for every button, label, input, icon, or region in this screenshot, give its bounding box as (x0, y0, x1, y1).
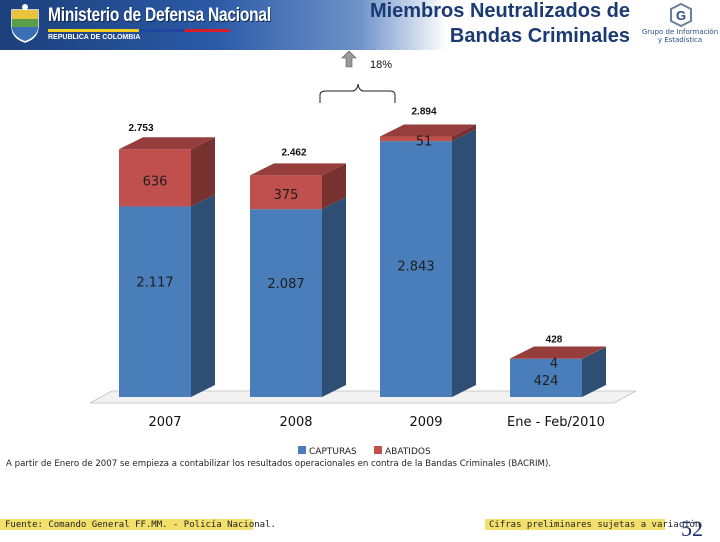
growth-percent-label: 18% (370, 59, 392, 71)
capturas-value-label: 424 (534, 374, 559, 389)
bar-capturas-side (191, 194, 215, 397)
methodology-note: A partir de Enero de 2007 se empieza a c… (6, 459, 551, 469)
capturas-value-label: 2.087 (267, 277, 304, 292)
legend-label-capturas: CAPTURAS (309, 447, 357, 457)
bar-capturas (250, 209, 322, 397)
category-tick-label: 2008 (279, 415, 312, 430)
abatidos-value-label: 4 (550, 356, 558, 371)
bar-capturas-side (452, 129, 476, 397)
total-value-label: 2.462 (281, 147, 306, 158)
bar-capturas (119, 206, 191, 397)
abatidos-value-label: 51 (416, 135, 433, 150)
total-value-label: 428 (546, 334, 563, 345)
footer-disclaimer: Cifras preliminares sujetas a variación (489, 520, 700, 530)
bar-capturas-side (322, 197, 346, 397)
abatidos-value-label: 636 (143, 175, 168, 190)
footer-source: Fuente: Comando General FF.MM. - Policía… (5, 520, 276, 530)
growth-bracket (320, 84, 395, 103)
category-tick-label: 2009 (409, 415, 442, 430)
category-tick-label: Ene - Feb/2010 (507, 415, 605, 430)
up-arrow-icon (342, 51, 356, 67)
total-value-label: 2.753 (128, 123, 153, 134)
legend-label-abatidos: ABATIDOS (385, 447, 431, 457)
category-tick-label: 2007 (148, 415, 181, 430)
capturas-value-label: 2.117 (136, 275, 173, 290)
total-value-label: 2.894 (411, 107, 436, 118)
legend-swatch-abatidos (374, 446, 382, 454)
bar-abatidos-side (191, 137, 215, 206)
capturas-value-label: 2.843 (397, 260, 434, 275)
legend-swatch-capturas (298, 446, 306, 454)
page-number: 52 (681, 516, 703, 542)
abatidos-value-label: 375 (274, 188, 299, 203)
